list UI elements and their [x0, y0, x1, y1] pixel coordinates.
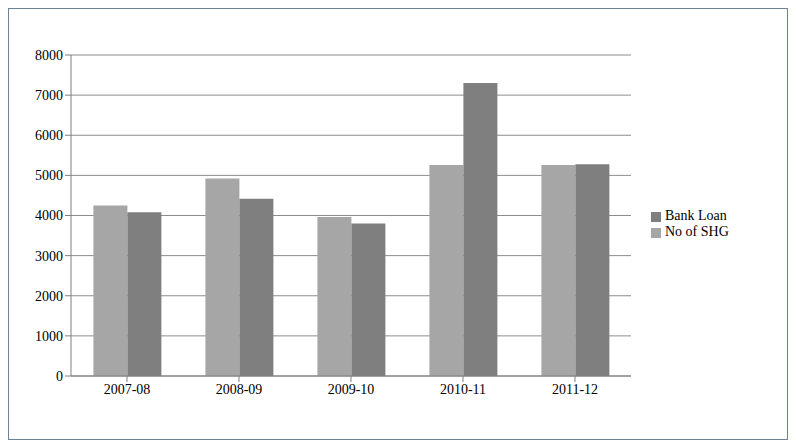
svg-text:2008-09: 2008-09: [216, 382, 263, 397]
html-text:Bank Loan: Bank Loan: [665, 208, 727, 223]
svg-text:8000: 8000: [35, 48, 63, 63]
svg-text:1000: 1000: [35, 329, 63, 344]
svg-text:2007-08: 2007-08: [104, 382, 151, 397]
svg-text:4000: 4000: [35, 208, 63, 223]
svg-text:2011-12: 2011-12: [552, 382, 598, 397]
svg-text:2000: 2000: [35, 289, 63, 304]
svg-text:2009-10: 2009-10: [328, 382, 375, 397]
svg-text:3000: 3000: [35, 249, 63, 264]
svg-text:7000: 7000: [35, 88, 63, 103]
html-text:No of SHG: No of SHG: [665, 224, 729, 239]
svg-text:6000: 6000: [35, 128, 63, 143]
svg-text:2010-11: 2010-11: [440, 382, 486, 397]
svg-text:5000: 5000: [35, 168, 63, 183]
svg-text:0: 0: [56, 369, 63, 384]
